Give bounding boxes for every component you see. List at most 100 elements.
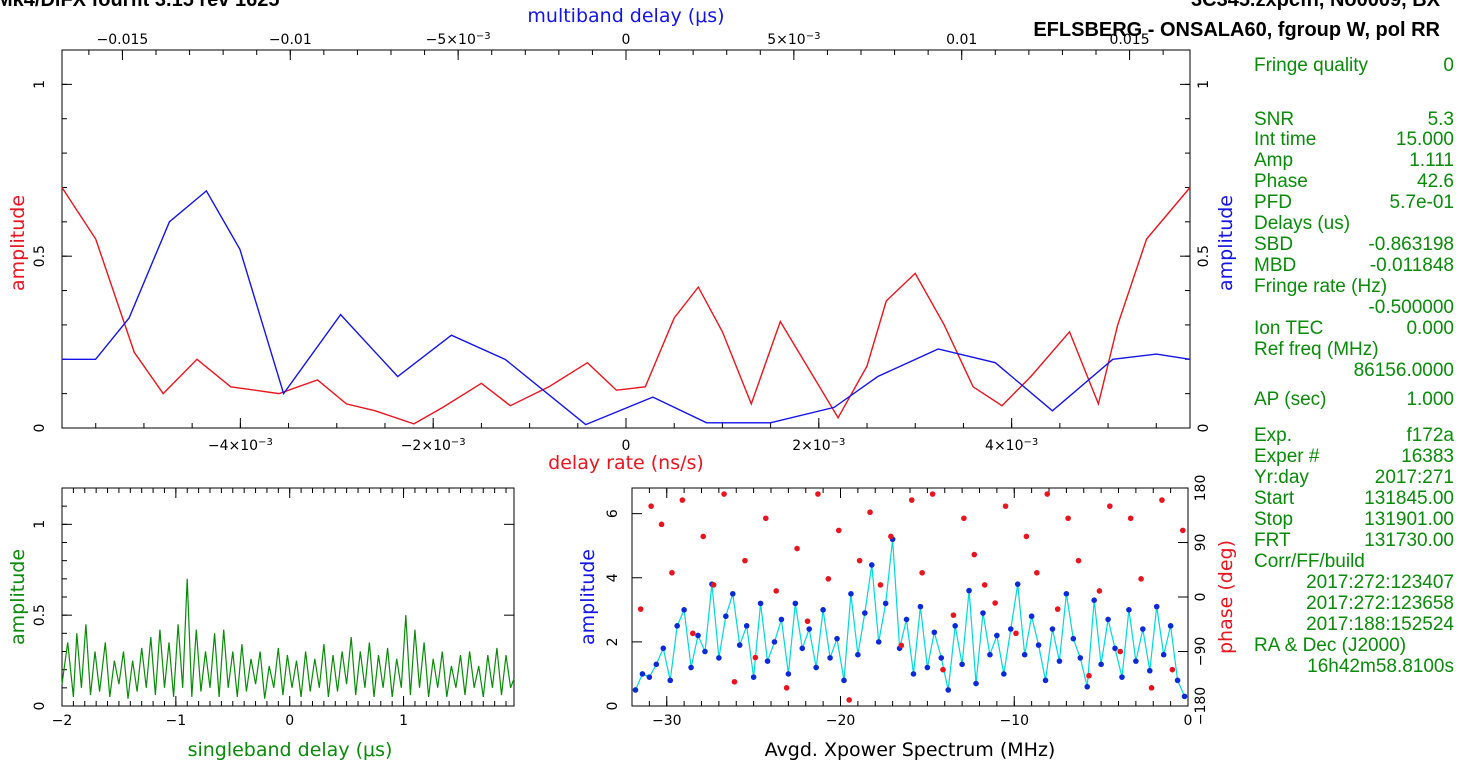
xpower-phase-point (846, 697, 852, 703)
stat-value: 1.111 (1409, 150, 1454, 171)
xpower-amplitude-point (653, 661, 660, 668)
stat-value: 15.000 (1395, 129, 1454, 150)
xpower-phase-point (637, 606, 644, 612)
phase-tick-label: −180 (1193, 687, 1209, 725)
xpower-phase-point (721, 491, 727, 497)
xpower-amplitude-point (632, 687, 639, 693)
xpower-amplitude-point (757, 600, 764, 607)
amplitude-tick-label: 0.5 (32, 245, 48, 267)
stat-label: PFD (1254, 192, 1292, 213)
xpower-phase-point (950, 612, 957, 618)
xpower-amplitude-point (924, 664, 931, 671)
sbd-amp-tick-label: 1 (32, 520, 48, 529)
xpower-amplitude-point (646, 674, 653, 680)
exp-value: 131901.00 (1364, 509, 1454, 530)
sbd-amp-tick-label: 0 (32, 702, 48, 711)
header-left-fragment: Mk4/DiFX fourfit 3.15 rev 1625 (0, 0, 280, 11)
phase-tick-label: 90 (1193, 534, 1209, 552)
xpower-amplitude-point (855, 651, 861, 658)
xpower-amplitude-point (966, 587, 972, 594)
xpower-phase-point (992, 600, 998, 606)
xpower-amp-tick-label: 2 (605, 637, 621, 646)
fringe-rate-value: -0.500000 (1368, 297, 1454, 318)
xpower-phase-point (898, 642, 905, 649)
xpower-phase-point (679, 497, 686, 503)
amplitude-axis-label-right: amplitude (1215, 195, 1237, 291)
delay-rate-curve (61, 187, 1191, 425)
xpower-phase-point (1002, 503, 1009, 509)
stat-value: 5.7e-01 (1389, 192, 1454, 213)
xpower-amplitude-point (1105, 616, 1111, 623)
xpower-amplitude-point (639, 671, 646, 677)
xpower-amplitude-point (1167, 623, 1174, 629)
xpower-phase-point (648, 503, 654, 509)
ap-value: 1.000 (1406, 389, 1454, 410)
stat-label: Phase (1254, 171, 1308, 192)
xpower-tick-label: −20 (826, 713, 856, 729)
xpower-amplitude-point (1035, 642, 1042, 648)
xpower-amplitude-point (681, 607, 687, 613)
sbd-tick-label: −2 (52, 713, 73, 729)
stat-label: SNR (1254, 109, 1295, 130)
exp-value: f172a (1406, 425, 1454, 446)
exp-label: Yr:day (1254, 467, 1309, 488)
xpower-phase-point (877, 582, 884, 588)
singleband-delay-curve (61, 578, 515, 699)
xpower-amplitude-point (820, 607, 826, 613)
phase-tick-label: −90 (1193, 637, 1209, 667)
amplitude-axis-label-left: amplitude (7, 195, 29, 291)
xpower-phase-point (669, 569, 675, 576)
xpower-axis-label: Avgd. Xpower Spectrum (MHz) (765, 739, 1056, 761)
xpower-phase-point (710, 582, 717, 588)
phase-axis-label: phase (deg) (1215, 540, 1237, 654)
xpower-phase-point (1013, 630, 1019, 637)
stat-label: Amp (1254, 150, 1294, 171)
exp-label: FRT (1254, 530, 1291, 551)
xpower-phase-point (981, 582, 988, 588)
delay-label: MBD (1254, 255, 1297, 276)
xpower-amp-tick-label: 6 (605, 509, 621, 518)
exp-value: 131730.00 (1364, 530, 1454, 551)
xpower-amplitude-point (743, 623, 750, 629)
header-right-fragment: 3C345.zxpcfn, No0009, BX (1191, 0, 1440, 11)
exp-label: Exp. (1254, 425, 1293, 446)
xpower-amplitude-point (1112, 645, 1118, 652)
xpower-amplitude-point (792, 600, 799, 607)
baseline-title: EFLSBERG - ONSALA60, fgroup W, pol RR (1033, 19, 1440, 41)
xpower-phase-point (658, 521, 665, 528)
xpower-amplitude-point (778, 616, 785, 623)
xpower-tick-label: −30 (652, 713, 682, 729)
xpower-amplitude-point (1160, 651, 1167, 658)
xpower-amplitude-point (674, 623, 680, 629)
xpower-amplitude-point (1140, 626, 1146, 632)
xpower-amplitude-point (1181, 693, 1188, 700)
xpower-amplitude-point (862, 610, 868, 616)
xpower-phase-point (752, 654, 759, 661)
xpower-amplitude-point (736, 642, 743, 648)
xpower-phase-point (1169, 666, 1176, 673)
sbd-amplitude-axis-label: amplitude (7, 549, 29, 645)
xpower-phase-point (1107, 503, 1113, 509)
xpower-phase-point (856, 557, 863, 564)
fringe-summary-panel: Fringe quality 0 SNR 5.3 Int time 15.000 A… (1254, 55, 1454, 677)
xpower-amplitude-point (980, 610, 986, 616)
corr-date: 2017:272:123658 (1306, 593, 1454, 614)
xpower-amplitude-point (1063, 590, 1070, 597)
xpower-amplitude-point (806, 626, 813, 632)
xpower-phase-point (835, 527, 842, 534)
exp-value: 2017:271 (1374, 467, 1454, 488)
mbd-tick-label: 0 (622, 32, 631, 48)
radec-value: 16h42m58.8100s (1307, 656, 1454, 677)
xpower-amplitude-point (959, 661, 965, 668)
xpower-phase-point (762, 515, 769, 522)
xpower-phase-point (794, 545, 800, 552)
corr-date: 2017:188:152524 (1306, 614, 1454, 635)
sbd-amp-tick-label: 0.5 (32, 604, 48, 626)
delay-value: -0.011848 (1369, 255, 1454, 276)
exp-label: Exper # (1254, 446, 1320, 467)
xpower-phase-point (804, 618, 811, 625)
xpower-amplitude-point (1042, 677, 1049, 684)
phase-tick-label: 180 (1193, 475, 1209, 502)
xpower-phase-point (1054, 606, 1061, 612)
